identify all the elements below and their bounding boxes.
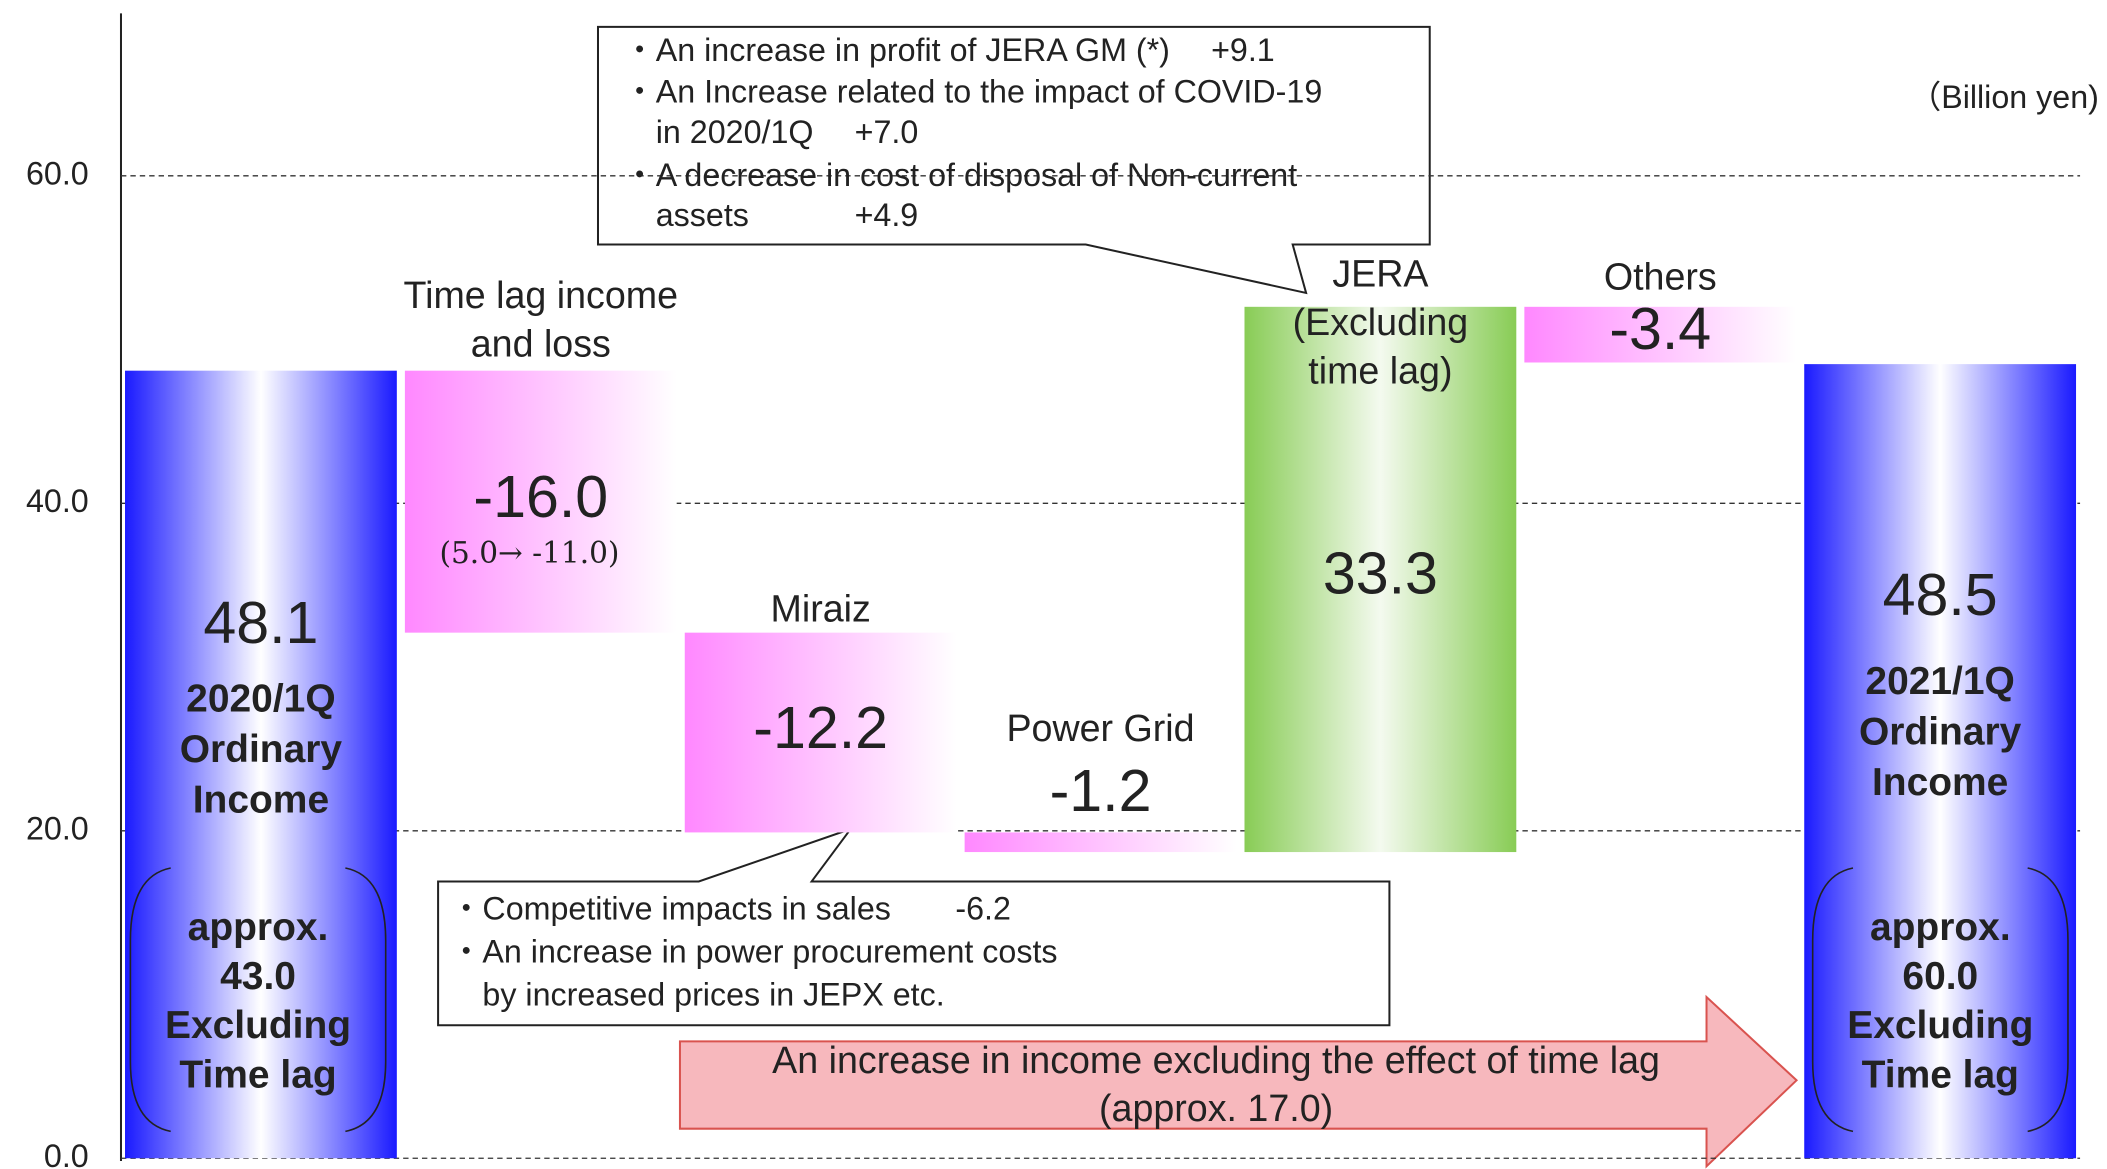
callout-text: ・An Increase related to the impact of CO… xyxy=(624,74,1323,110)
category-label: 2020/1Q xyxy=(186,678,335,721)
category-label: 2021/1Q xyxy=(1865,660,2014,703)
category-label: Ordinary xyxy=(180,728,343,771)
category-label: JERA xyxy=(1332,253,1429,295)
unit-label: （Billion yen) xyxy=(1909,79,2099,115)
callout-text: assets +4.9 xyxy=(624,197,919,233)
category-label: Ordinary xyxy=(1859,711,2022,754)
category-label: Others xyxy=(1604,255,1717,297)
bracket xyxy=(1811,867,1854,1133)
category-label: Time lag income xyxy=(404,274,679,316)
annotation: 43.0 xyxy=(220,955,296,998)
callout-text: ・An increase in profit of JERA GM (*) +9… xyxy=(624,32,1275,68)
bracket xyxy=(129,867,171,1133)
bar xyxy=(964,832,1237,853)
category-label: Income xyxy=(193,778,329,821)
value-label: -3.4 xyxy=(1609,295,1711,362)
callout-text: ・An increase in power procurement costs xyxy=(450,934,1057,970)
callout-box xyxy=(596,25,1431,295)
y-tick-label: 20.0 xyxy=(26,810,89,846)
arrow-text: An increase in income excluding the effe… xyxy=(772,1039,1660,1081)
y-tick-label: 60.0 xyxy=(26,155,89,191)
value-label: -1.2 xyxy=(1050,757,1152,824)
value-label: 48.5 xyxy=(1883,561,1998,628)
annotation: Time lag xyxy=(179,1053,336,1096)
bracket xyxy=(2027,867,2069,1133)
value-label: -12.2 xyxy=(753,694,888,761)
callout-text: ・A decrease in cost of disposal of Non-c… xyxy=(624,157,1298,193)
bracket xyxy=(345,867,387,1133)
annotation: approx. xyxy=(188,906,329,949)
annotation: Excluding xyxy=(165,1004,351,1047)
bar xyxy=(404,370,677,633)
bar xyxy=(1524,306,1797,363)
arrow-text: (approx. 17.0) xyxy=(1099,1087,1333,1129)
category-label: and loss xyxy=(471,323,611,365)
annotation: Excluding xyxy=(1847,1004,2033,1047)
category-label: Power Grid xyxy=(1006,707,1194,749)
annotation: approx. xyxy=(1870,906,2011,949)
bar xyxy=(1804,364,2077,1159)
bar xyxy=(1244,306,1517,853)
value-label: 48.1 xyxy=(203,589,318,656)
callout-text: in 2020/1Q +7.0 xyxy=(624,114,919,150)
y-tick-label: 40.0 xyxy=(26,483,89,519)
y-tick-label: 0.0 xyxy=(44,1138,89,1169)
callout-text: ・Competitive impacts in sales -6.2 xyxy=(450,891,1011,927)
arrow xyxy=(678,994,1799,1169)
category-label: time lag) xyxy=(1308,349,1452,391)
annotation: (5.0→ -11.0) xyxy=(439,536,619,570)
value-label: -16.0 xyxy=(473,463,608,530)
category-label: (Excluding xyxy=(1293,301,1469,343)
category-label: Miraiz xyxy=(771,587,871,629)
annotation: Time lag xyxy=(1862,1053,2019,1096)
bar xyxy=(684,632,957,833)
value-label: 33.3 xyxy=(1323,539,1438,606)
callout-box xyxy=(437,827,1391,1027)
bar xyxy=(125,370,397,1159)
annotation: 60.0 xyxy=(1902,955,1978,998)
category-label: Income xyxy=(1872,761,2008,804)
callout-text: by increased prices in JEPX etc. xyxy=(450,977,944,1013)
